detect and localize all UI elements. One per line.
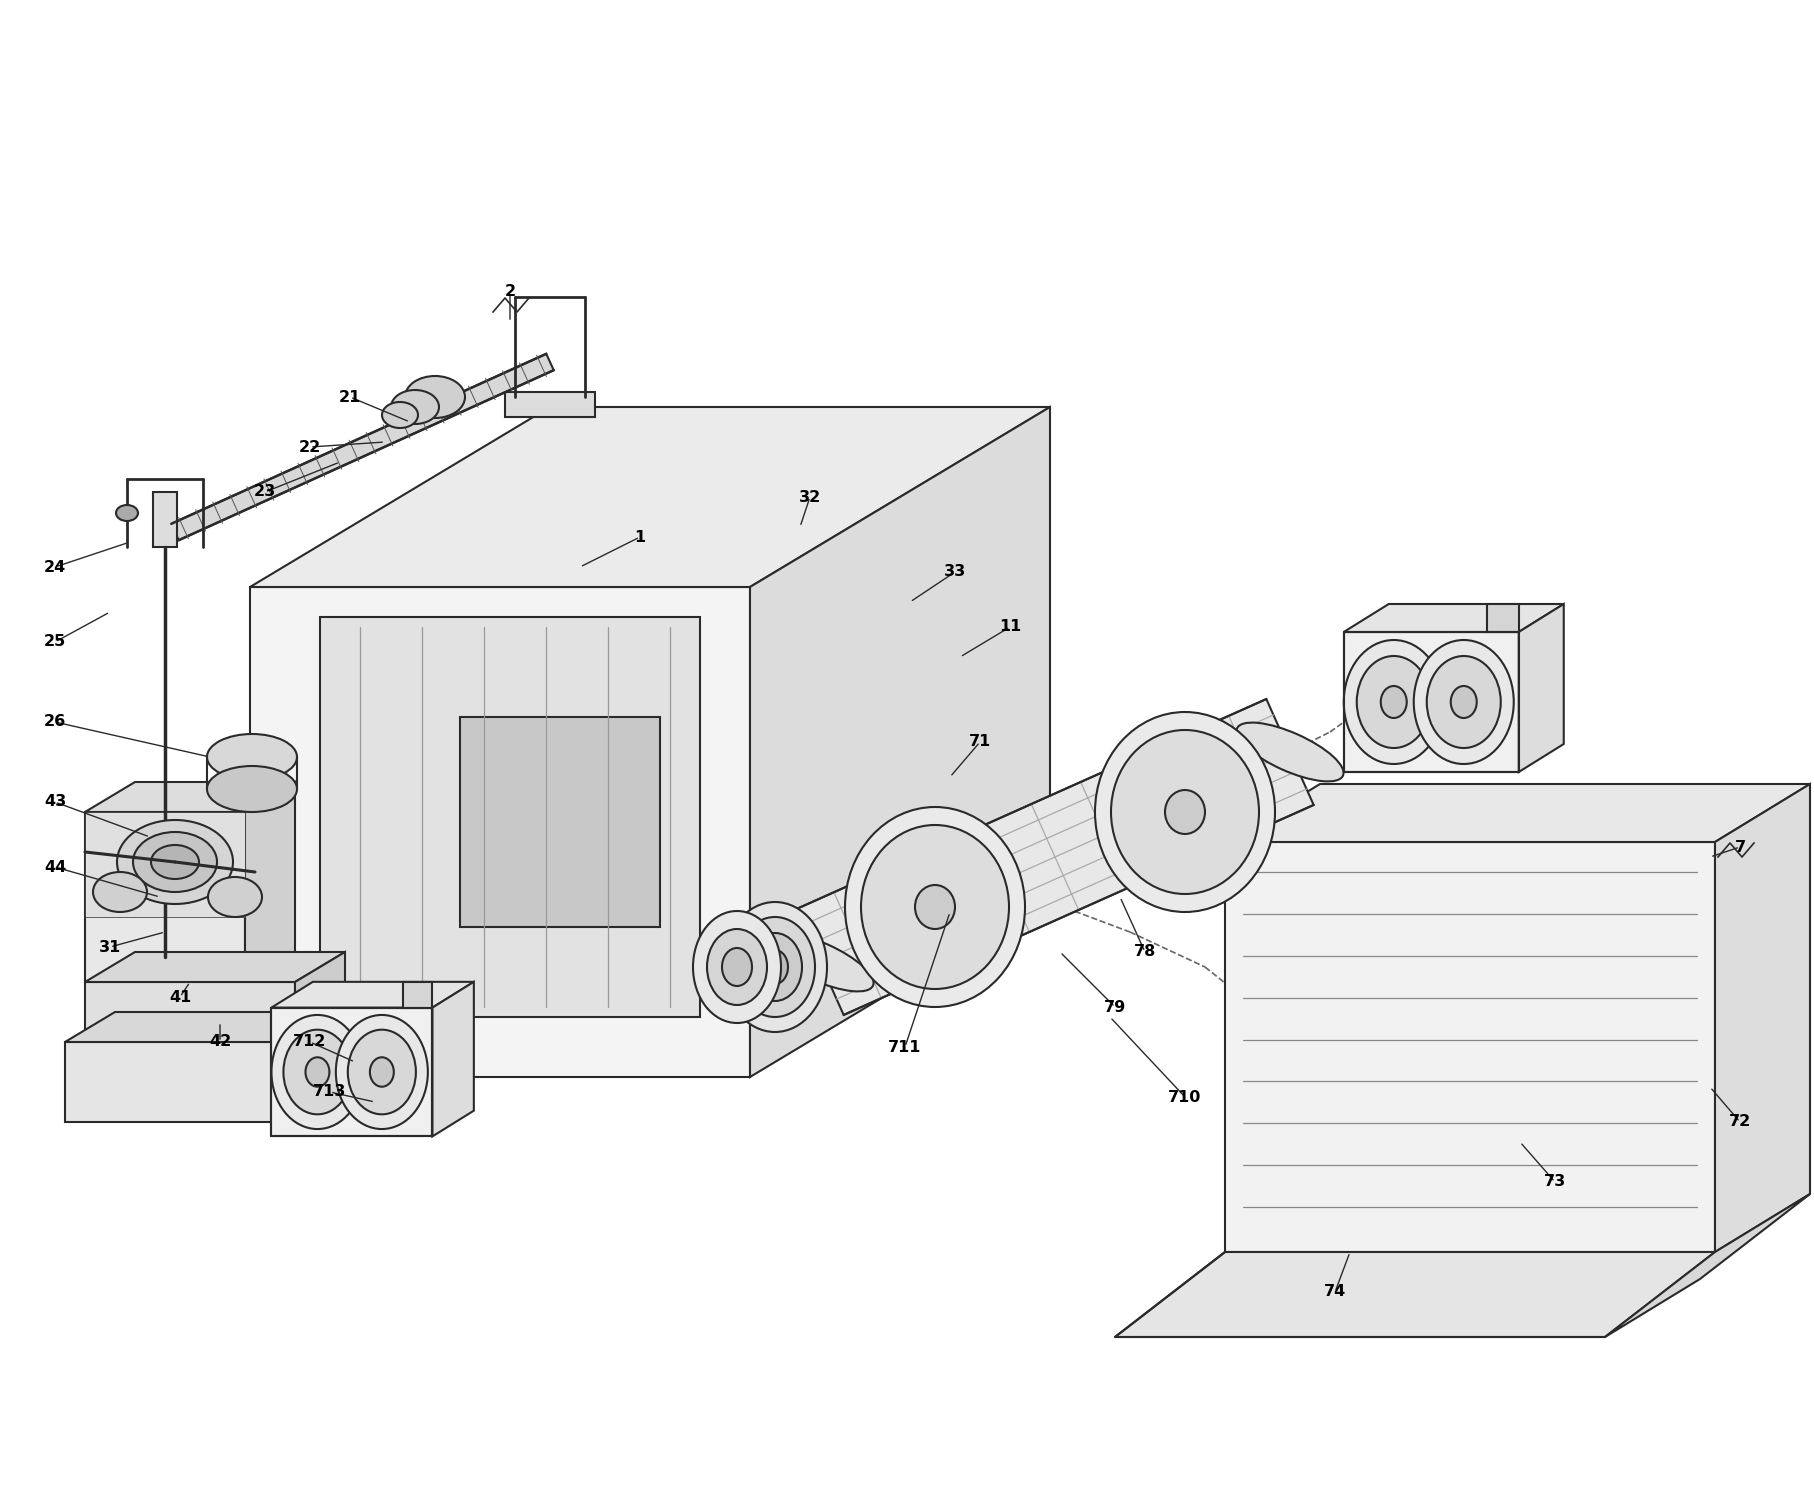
Ellipse shape: [747, 933, 802, 1001]
Ellipse shape: [860, 824, 1009, 989]
Text: 44: 44: [44, 859, 65, 874]
Ellipse shape: [1094, 711, 1273, 912]
Polygon shape: [85, 952, 345, 983]
Polygon shape: [796, 699, 1313, 1014]
Text: 26: 26: [44, 714, 65, 729]
Ellipse shape: [1357, 656, 1429, 747]
Ellipse shape: [766, 933, 873, 992]
Ellipse shape: [207, 766, 297, 812]
Text: 21: 21: [339, 389, 361, 404]
Polygon shape: [504, 392, 595, 417]
Ellipse shape: [370, 1058, 394, 1087]
Text: 43: 43: [44, 794, 65, 809]
Polygon shape: [85, 812, 245, 983]
Text: 712: 712: [294, 1034, 327, 1049]
Ellipse shape: [722, 948, 751, 986]
Ellipse shape: [845, 808, 1025, 1007]
Ellipse shape: [762, 949, 787, 984]
Polygon shape: [171, 354, 553, 540]
Ellipse shape: [1426, 656, 1500, 747]
Polygon shape: [1342, 604, 1564, 631]
Ellipse shape: [914, 885, 954, 928]
Text: 23: 23: [254, 484, 276, 499]
Text: 41: 41: [169, 990, 190, 1005]
Ellipse shape: [305, 1058, 328, 1087]
Text: 71: 71: [969, 734, 990, 749]
Text: 7: 7: [1734, 839, 1745, 854]
Ellipse shape: [348, 1029, 415, 1114]
Polygon shape: [272, 983, 473, 1008]
Polygon shape: [1224, 784, 1809, 842]
Polygon shape: [272, 1008, 432, 1136]
Ellipse shape: [151, 845, 200, 879]
Polygon shape: [459, 717, 660, 927]
Polygon shape: [1486, 604, 1518, 631]
Text: 42: 42: [209, 1034, 230, 1049]
Polygon shape: [316, 1013, 365, 1123]
Ellipse shape: [693, 912, 780, 1023]
Ellipse shape: [390, 390, 439, 423]
Text: 711: 711: [887, 1040, 922, 1055]
Text: 31: 31: [98, 939, 122, 954]
Text: 73: 73: [1544, 1174, 1565, 1189]
Text: 2: 2: [504, 285, 515, 300]
Polygon shape: [1342, 631, 1518, 772]
Text: 79: 79: [1103, 999, 1125, 1014]
Ellipse shape: [1165, 790, 1204, 833]
Text: 11: 11: [998, 619, 1021, 634]
Polygon shape: [1604, 1194, 1809, 1337]
Ellipse shape: [207, 734, 297, 781]
Text: 78: 78: [1134, 945, 1156, 960]
Text: 24: 24: [44, 559, 65, 574]
Polygon shape: [85, 812, 245, 916]
Ellipse shape: [1413, 640, 1513, 764]
Ellipse shape: [132, 832, 218, 892]
Polygon shape: [250, 407, 1050, 588]
Text: 32: 32: [798, 490, 820, 505]
Ellipse shape: [1235, 722, 1342, 782]
Polygon shape: [250, 588, 749, 1078]
Polygon shape: [65, 1013, 365, 1041]
Ellipse shape: [735, 916, 814, 1017]
Ellipse shape: [707, 928, 767, 1005]
Polygon shape: [65, 1041, 316, 1123]
Polygon shape: [152, 491, 178, 547]
Ellipse shape: [93, 873, 147, 912]
Polygon shape: [749, 407, 1050, 1078]
Text: 1: 1: [635, 529, 646, 544]
Polygon shape: [1518, 604, 1564, 772]
Polygon shape: [319, 616, 700, 1017]
Polygon shape: [296, 952, 345, 1041]
Polygon shape: [245, 782, 296, 983]
Ellipse shape: [1380, 686, 1406, 717]
Text: 710: 710: [1168, 1090, 1201, 1105]
Polygon shape: [1224, 842, 1714, 1252]
Ellipse shape: [722, 903, 827, 1032]
Ellipse shape: [116, 505, 138, 521]
Text: 72: 72: [1729, 1115, 1751, 1130]
Ellipse shape: [1449, 686, 1477, 717]
Text: 713: 713: [314, 1085, 346, 1100]
Text: 74: 74: [1322, 1284, 1346, 1299]
Polygon shape: [432, 983, 473, 1136]
Ellipse shape: [336, 1014, 428, 1129]
Ellipse shape: [1110, 729, 1259, 894]
Ellipse shape: [116, 820, 232, 904]
Text: 25: 25: [44, 634, 65, 650]
Text: 33: 33: [943, 565, 965, 580]
Ellipse shape: [209, 877, 261, 916]
Ellipse shape: [272, 1014, 363, 1129]
Polygon shape: [403, 983, 432, 1008]
Ellipse shape: [405, 377, 464, 417]
Polygon shape: [85, 782, 296, 812]
Ellipse shape: [1342, 640, 1442, 764]
Ellipse shape: [381, 402, 417, 428]
Text: 22: 22: [299, 440, 321, 455]
Polygon shape: [1114, 1252, 1714, 1337]
Ellipse shape: [283, 1029, 352, 1114]
Polygon shape: [85, 983, 296, 1041]
Polygon shape: [1714, 784, 1809, 1252]
